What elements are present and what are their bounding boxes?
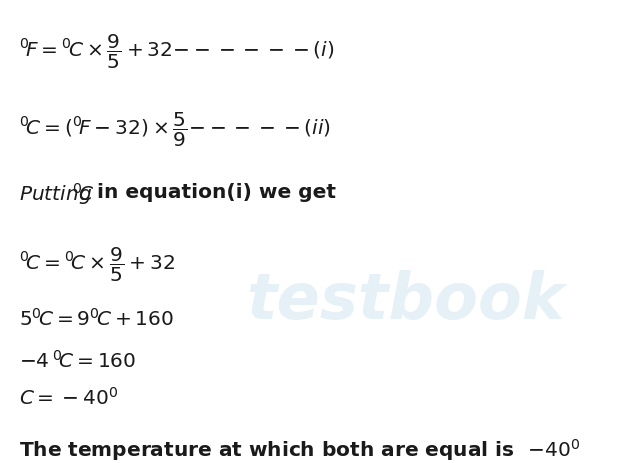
Text: testbook: testbook xyxy=(245,270,564,332)
Text: The temperature at which both are equal is  $-40^{0}$: The temperature at which both are equal … xyxy=(19,438,580,463)
Text: ${}^{0}\!C$: ${}^{0}\!C$ xyxy=(72,183,94,205)
Text: $C = -40^{0}$: $C = -40^{0}$ xyxy=(19,387,118,408)
Text: ${}^{0}\!C = {}^{0}\!C\times\dfrac{9}{5}+32$: ${}^{0}\!C = {}^{0}\!C\times\dfrac{9}{5}… xyxy=(19,245,175,284)
Text: ${}^{0}\!F = {}^{0}\!C\times\dfrac{9}{5}+32\mathrm{------}(i)$: ${}^{0}\!F = {}^{0}\!C\times\dfrac{9}{5}… xyxy=(19,32,334,71)
Text: in equation(i) we get: in equation(i) we get xyxy=(97,183,336,202)
Text: $\mathit{Putting}$: $\mathit{Putting}$ xyxy=(19,183,92,206)
Text: ${}^{0}\!C = \left({}^{0}\!F-32\right)\times\dfrac{5}{9}\mathrm{-----}(ii)$: ${}^{0}\!C = \left({}^{0}\!F-32\right)\t… xyxy=(19,111,331,150)
Text: $5^{0}\!C = 9^{0}\!C+160$: $5^{0}\!C = 9^{0}\!C+160$ xyxy=(19,308,174,330)
Text: $-4\,{}^{0}\!C = 160$: $-4\,{}^{0}\!C = 160$ xyxy=(19,350,136,371)
